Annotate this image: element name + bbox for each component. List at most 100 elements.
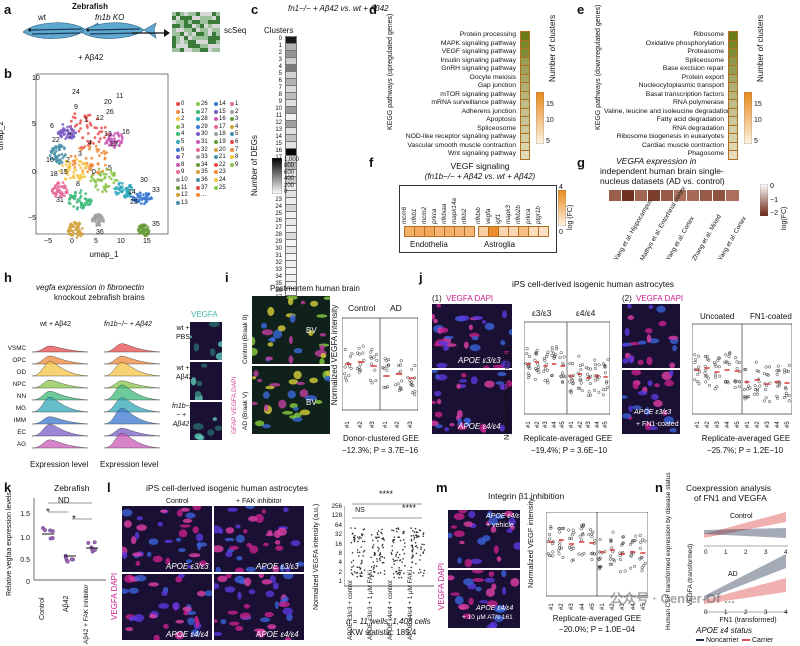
l-data-point bbox=[370, 566, 373, 568]
umap-legend-label: 2 bbox=[181, 116, 185, 123]
scatter-point bbox=[707, 358, 711, 362]
cell-nucleus bbox=[212, 417, 217, 421]
scseq-cell bbox=[204, 16, 208, 20]
xtick-label: #1 bbox=[695, 421, 701, 428]
l-data-point bbox=[377, 550, 379, 552]
scseq-cell bbox=[196, 36, 200, 40]
scatter-point bbox=[383, 357, 387, 361]
umap-cell-point bbox=[57, 153, 61, 157]
l-data-point bbox=[395, 553, 397, 556]
scatter-point bbox=[693, 378, 697, 382]
scatter-point bbox=[608, 562, 612, 566]
ridge-density bbox=[31, 361, 89, 377]
scatter-point bbox=[579, 527, 583, 531]
kegg-pathway-label: Wnt signaling pathway bbox=[447, 150, 516, 157]
scseq-cell bbox=[204, 32, 208, 36]
scatter-point bbox=[550, 349, 554, 353]
l-data-point bbox=[395, 570, 398, 573]
umap-cell-point bbox=[59, 133, 63, 137]
umap-cell-point bbox=[73, 116, 77, 120]
cell-nucleus bbox=[148, 538, 159, 545]
scseq-cell bbox=[204, 40, 208, 44]
l-data-point bbox=[400, 576, 403, 579]
scatter-point bbox=[546, 350, 550, 354]
umap-cell-point bbox=[67, 232, 71, 236]
ridge-density bbox=[31, 379, 89, 389]
panel-g-tick-0: 0 bbox=[770, 183, 774, 190]
scatter-point bbox=[568, 389, 572, 393]
scseq-cell bbox=[196, 24, 200, 28]
scatter-point bbox=[601, 388, 605, 392]
scseq-cell bbox=[192, 40, 196, 44]
scatter-point bbox=[733, 380, 737, 384]
scatter-point bbox=[527, 376, 531, 380]
umap-cell-point bbox=[139, 230, 143, 234]
umap-cell-point bbox=[59, 129, 63, 133]
scatter-point bbox=[580, 389, 584, 393]
umap-cell-point bbox=[84, 157, 88, 160]
scatter-point bbox=[782, 370, 786, 374]
cell-nucleus bbox=[299, 389, 309, 398]
l-data-point bbox=[392, 541, 395, 544]
cell-nucleus bbox=[470, 558, 482, 564]
scatter-point bbox=[581, 532, 585, 536]
deg-cluster-label: 4 bbox=[278, 64, 282, 70]
n-xtick-ad: 1 bbox=[724, 609, 728, 616]
scatter-point bbox=[578, 374, 582, 378]
l-data-point bbox=[416, 531, 419, 534]
umap-cell-point bbox=[98, 130, 102, 134]
umap-cell-point bbox=[78, 178, 82, 182]
scatter-point bbox=[638, 546, 642, 550]
cell-nucleus bbox=[453, 530, 465, 537]
scatter-point bbox=[586, 378, 590, 382]
umap-cell-point bbox=[76, 229, 80, 233]
scatter-point bbox=[549, 526, 553, 530]
cell-nucleus bbox=[459, 384, 467, 389]
umap-legend-swatch bbox=[230, 162, 234, 167]
zebrafish-img-3 bbox=[190, 402, 222, 440]
scatter-point bbox=[726, 361, 730, 365]
umap-legend-swatch bbox=[196, 170, 200, 175]
scatter-point bbox=[568, 361, 572, 366]
micrograph-texture bbox=[214, 574, 294, 640]
scseq-cell bbox=[180, 28, 184, 32]
umap-cell-point bbox=[66, 128, 70, 132]
cell-nucleus bbox=[204, 590, 212, 597]
scatter-point bbox=[593, 358, 597, 362]
cell-nucleus bbox=[457, 557, 462, 564]
umap-legend-swatch bbox=[214, 185, 218, 190]
umap-cell-point bbox=[113, 137, 116, 140]
l-ytick: 8 bbox=[338, 550, 342, 557]
panel-j-stain2: VEGFA DAPI bbox=[636, 294, 684, 303]
umap-legend-label: 19 bbox=[219, 139, 226, 145]
cell-nucleus bbox=[227, 610, 238, 615]
umap-cell-point bbox=[119, 141, 122, 145]
cell-nucleus bbox=[502, 586, 507, 595]
cell-nucleus bbox=[433, 318, 438, 324]
umap-legend-label: 0 bbox=[181, 101, 185, 107]
l-data-point bbox=[395, 555, 397, 557]
cell-nucleus bbox=[632, 381, 639, 390]
cell-nucleus bbox=[224, 537, 235, 542]
l-data-point bbox=[363, 549, 366, 552]
cell-nucleus bbox=[505, 380, 512, 388]
umap-ytick-0: 0 bbox=[32, 169, 36, 176]
cell-nucleus bbox=[499, 383, 507, 390]
cell-nucleus bbox=[165, 557, 171, 565]
scatter-point bbox=[606, 385, 610, 389]
l-data-point bbox=[396, 559, 398, 562]
scatter-point bbox=[546, 381, 550, 385]
scatter-point bbox=[724, 353, 728, 357]
umap-cell-point bbox=[107, 175, 111, 179]
zebrafish-icons bbox=[22, 22, 157, 39]
panel-g-title3: nucleus datasets (AD vs. control) bbox=[600, 176, 725, 186]
kegg-pathway-label: RNA degradation bbox=[672, 124, 724, 132]
scatter-point bbox=[775, 394, 779, 398]
umap-cell-point bbox=[120, 137, 124, 140]
panel-g-title: VEGFA expression in bbox=[616, 156, 697, 166]
l-data-point bbox=[422, 572, 425, 575]
panel-j-sub2: (2) bbox=[622, 294, 632, 303]
l-data-point bbox=[376, 560, 378, 563]
scatter-point bbox=[350, 352, 354, 356]
panel-f-legend-title: log (FC) bbox=[567, 204, 574, 230]
